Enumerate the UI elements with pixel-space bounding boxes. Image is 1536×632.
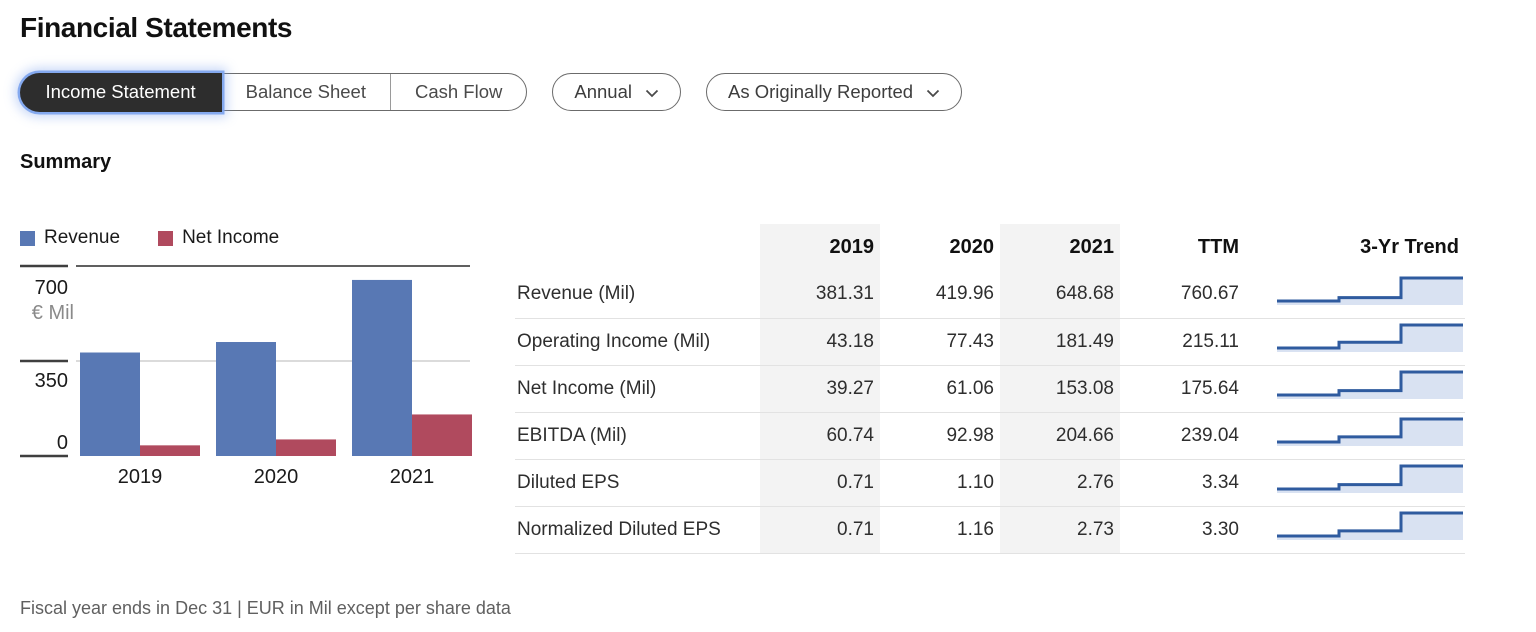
- table-row: Operating Income (Mil) 43.18 77.43 181.49 21…: [515, 318, 1465, 366]
- cell-value: 1.16: [880, 506, 1000, 554]
- trend-sparkline: [1277, 464, 1463, 493]
- summary-bar-chart: 700 € Mil 350 0 2019 2020 2021: [20, 256, 490, 495]
- table-body: Revenue (Mil) 381.31 419.96 648.68 760.67 Ope…: [515, 271, 1465, 554]
- column-header-2019: 2019: [760, 224, 880, 271]
- column-header-2021: 2021: [1000, 224, 1120, 271]
- trend-sparkline: [1277, 370, 1463, 399]
- cell-value: 92.98: [880, 412, 1000, 460]
- cell-value: 3.34: [1120, 459, 1245, 507]
- period-dropdown-label: Annual: [574, 81, 632, 102]
- cell-value: 77.43: [880, 318, 1000, 366]
- cell-value: 175.64: [1120, 365, 1245, 413]
- cell-value: 760.67: [1120, 271, 1245, 319]
- trend-sparkline: [1277, 323, 1463, 352]
- cell-value: 239.04: [1120, 412, 1245, 460]
- svg-text:€ Mil: € Mil: [32, 302, 74, 324]
- summary-heading: Summary: [20, 151, 112, 173]
- financials-table: 2019 2020 2021 TTM 3-Yr Trend Revenue (Mil) 3…: [515, 224, 1465, 554]
- trend-sparkline: [1277, 511, 1463, 540]
- column-header-3-yr-trend: 3-Yr Trend: [1360, 236, 1459, 258]
- cell-value: 1.10: [880, 459, 1000, 507]
- period-dropdown[interactable]: Annual: [552, 73, 681, 111]
- cell-value: 419.96: [880, 271, 1000, 319]
- svg-text:700: 700: [35, 277, 68, 299]
- cell-value: 215.11: [1120, 318, 1245, 366]
- row-label: Revenue (Mil): [515, 271, 760, 319]
- summary-chart-block: Revenue Net Income 700 € Mil 350 0 2019 2020 20…: [20, 224, 490, 495]
- table-row: EBITDA (Mil) 60.74 92.98 204.66 239.04: [515, 412, 1465, 460]
- cell-value: 0.71: [760, 506, 880, 554]
- legend-label: Revenue: [44, 227, 121, 248]
- statement-tab-group: Income Statement Balance Sheet Cash Flow: [19, 72, 528, 112]
- svg-text:350: 350: [35, 370, 68, 392]
- table-row: Normalized Diluted EPS 0.71 1.16 2.73 3.30: [515, 506, 1465, 554]
- tab-cash-flow[interactable]: Cash Flow: [389, 74, 526, 110]
- row-label: Net Income (Mil): [515, 365, 760, 413]
- bar-chart-svg: 700 € Mil 350 0 2019 2020 2021: [20, 264, 472, 488]
- cell-value: 204.66: [1000, 412, 1120, 460]
- cell-value: 153.08: [1000, 365, 1120, 413]
- column-header-ttm: TTM: [1197, 236, 1239, 258]
- cell-value: 381.31: [760, 271, 880, 319]
- trend-cell: [1245, 506, 1465, 554]
- row-label: Operating Income (Mil): [515, 318, 760, 366]
- chart-legend: Revenue Net Income: [20, 226, 490, 250]
- svg-text:2020: 2020: [254, 466, 299, 488]
- svg-text:2021: 2021: [390, 466, 435, 488]
- cell-value: 181.49: [1000, 318, 1120, 366]
- trend-sparkline: [1277, 276, 1463, 305]
- page-title: Financial Statements: [20, 12, 293, 43]
- controls-bar: Income Statement Balance Sheet Cash Flow…: [19, 72, 1536, 112]
- legend-swatch: [158, 230, 174, 246]
- cell-value: 60.74: [760, 412, 880, 460]
- legend-label: Net Income: [182, 227, 280, 248]
- column-header-2020: 2020: [949, 236, 995, 258]
- legend-item-net-income[interactable]: Net Income: [158, 227, 279, 249]
- tab-income-statement[interactable]: Income Statement: [19, 72, 222, 112]
- cell-value: 2.73: [1000, 506, 1120, 554]
- chevron-down-icon: [926, 81, 940, 103]
- row-label: Diluted EPS: [515, 459, 760, 507]
- table-row: Revenue (Mil) 381.31 419.96 648.68 760.67: [515, 271, 1465, 319]
- cell-value: 2.76: [1000, 459, 1120, 507]
- table-row: Net Income (Mil) 39.27 61.06 153.08 175.64: [515, 365, 1465, 413]
- cell-value: 3.30: [1120, 506, 1245, 554]
- trend-sparkline: [1277, 417, 1463, 446]
- cell-value: 61.06: [880, 365, 1000, 413]
- table-row: Diluted EPS 0.71 1.10 2.76 3.34: [515, 459, 1465, 507]
- row-label: EBITDA (Mil): [515, 412, 760, 460]
- legend-swatch: [20, 230, 35, 246]
- cell-value: 0.71: [760, 459, 880, 507]
- trend-cell: [1245, 412, 1465, 460]
- tab-balance-sheet[interactable]: Balance Sheet: [245, 81, 366, 102]
- trend-cell: [1245, 365, 1465, 413]
- report-type-dropdown[interactable]: As Originally Reported: [705, 73, 963, 111]
- row-label: Normalized Diluted EPS: [515, 506, 760, 554]
- svg-text:2019: 2019: [118, 466, 163, 488]
- table-header-row: 2019 2020 2021 TTM 3-Yr Trend: [515, 224, 1465, 271]
- footnote: Fiscal year ends in Dec 31 | EUR in Mil …: [20, 597, 511, 618]
- cell-value: 39.27: [760, 365, 880, 413]
- svg-text:0: 0: [57, 432, 68, 454]
- trend-cell: [1245, 271, 1465, 319]
- cell-value: 43.18: [760, 318, 880, 366]
- column-header-metric: [515, 224, 760, 271]
- report-type-dropdown-label: As Originally Reported: [727, 81, 914, 102]
- chevron-down-icon: [645, 81, 659, 103]
- trend-cell: [1245, 459, 1465, 507]
- legend-item-revenue[interactable]: Revenue: [20, 227, 120, 249]
- summary-content: Revenue Net Income 700 € Mil 350 0 2019 2020 20…: [20, 224, 1536, 554]
- trend-cell: [1245, 318, 1465, 366]
- cell-value: 648.68: [1000, 271, 1120, 319]
